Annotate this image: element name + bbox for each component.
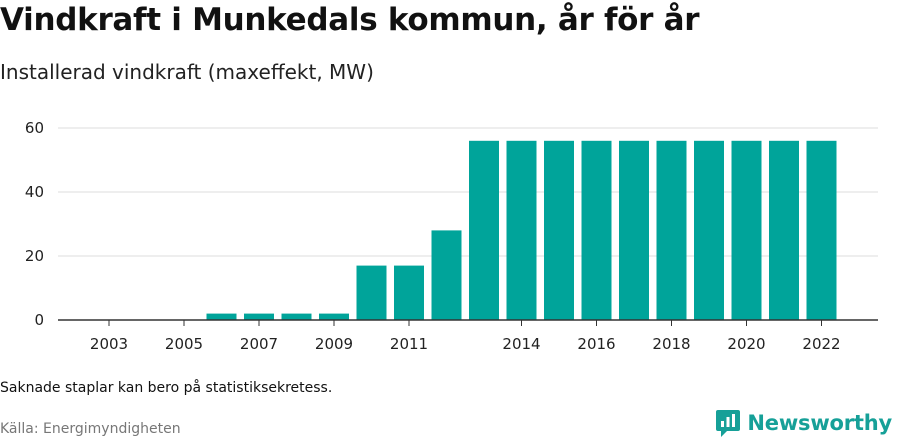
bar-2010 xyxy=(356,265,387,320)
newsworthy-logo-icon xyxy=(716,410,741,437)
x-tick-label: 2020 xyxy=(727,335,765,353)
brand-logo: Newsworthy xyxy=(715,408,892,438)
y-tick-label: 40 xyxy=(25,183,44,201)
x-tick-label: 2009 xyxy=(315,335,353,353)
y-tick-label: 20 xyxy=(25,247,44,265)
footnote: Saknade staplar kan bero på statistiksek… xyxy=(0,380,333,396)
source-text: Källa: Energimyndigheten xyxy=(0,421,181,437)
chart-title: Vindkraft i Munkedals kommun, år för år xyxy=(0,2,700,38)
x-tick-label: 2018 xyxy=(652,335,690,353)
bar-2007 xyxy=(244,313,274,320)
bar-2006 xyxy=(206,313,237,320)
bars xyxy=(206,140,837,320)
x-tick-label: 2003 xyxy=(90,335,128,353)
bar-2021 xyxy=(769,140,799,320)
brand-name: Newsworthy xyxy=(747,411,892,435)
bar-2011 xyxy=(394,265,424,320)
x-tick-label: 2016 xyxy=(577,335,615,353)
bar-2020 xyxy=(731,140,762,320)
bar-2019 xyxy=(694,140,724,320)
bar-2016 xyxy=(581,140,612,320)
bar-2014 xyxy=(506,140,537,320)
x-tick-label: 2011 xyxy=(390,335,428,353)
x-tick-label: 2014 xyxy=(502,335,540,353)
x-tick-label: 2005 xyxy=(165,335,203,353)
bar-2022 xyxy=(806,140,837,320)
x-tick-label: 2022 xyxy=(802,335,840,353)
bar-2018 xyxy=(656,140,687,320)
bar-2017 xyxy=(619,140,649,320)
bar-2012 xyxy=(431,230,462,320)
y-tick-label: 0 xyxy=(34,311,44,329)
axes: 0 20 40 60 2003 2005 2007 2009 2011 2014 2016 2018 2… xyxy=(25,119,878,353)
bar-2008 xyxy=(281,313,312,320)
chart-subtitle: Installerad vindkraft (maxeffekt, MW) xyxy=(0,60,374,84)
bar-2009 xyxy=(319,313,349,320)
x-tick-label: 2007 xyxy=(240,335,278,353)
bar-2013 xyxy=(469,140,499,320)
y-tick-label: 60 xyxy=(25,119,44,137)
bar-2015 xyxy=(544,140,574,320)
